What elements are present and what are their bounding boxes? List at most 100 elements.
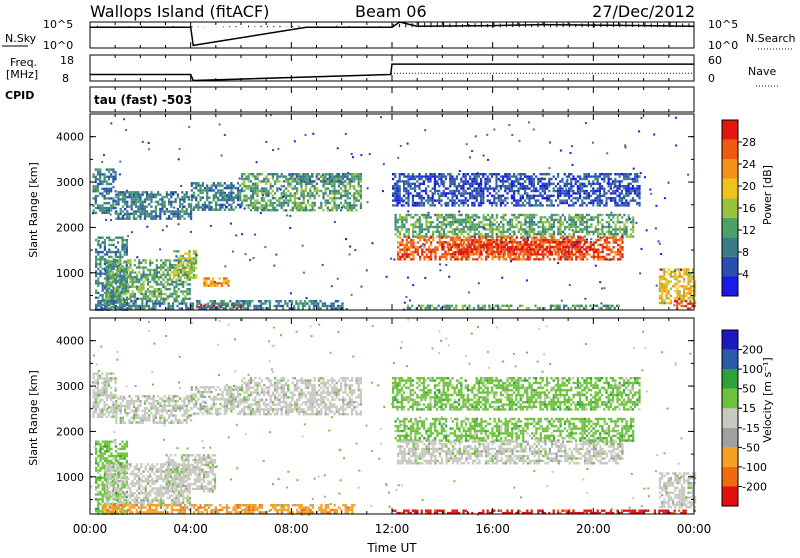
heatmap-cell [173,272,175,274]
heatmap-cell [480,192,482,194]
heatmap-cell [421,195,423,197]
heatmap-cell [325,173,327,175]
heatmap-cell [546,195,548,197]
heatmap-cell [419,239,421,241]
heatmap-cell [330,307,332,309]
heatmap-cell [529,226,531,228]
heatmap-cell [524,251,526,253]
heatmap-cell [187,283,189,285]
heatmap-cell [186,194,188,196]
heatmap-cell [113,251,115,253]
heatmap-cell [238,300,240,302]
heatmap-cell [496,239,498,241]
heatmap-cell [478,241,480,243]
heatmap-cell [126,218,128,220]
heatmap-cell [421,253,423,255]
heatmap-cell [528,204,530,206]
heatmap-cell [155,218,157,220]
heatmap-cell [577,248,579,250]
heatmap-cell [115,190,117,192]
heatmap-cell [529,223,531,225]
heatmap-cell [146,210,148,212]
heatmap-cell [248,175,250,177]
heatmap-cell [137,196,139,198]
heatmap-cell [471,183,473,185]
heatmap-cell [614,173,616,175]
heatmap-cell [487,239,489,241]
heatmap-cell [93,209,95,211]
heatmap-cell [161,206,163,208]
heatmap-cell [492,237,494,239]
heatmap-cell [475,253,477,255]
heatmap-cell [418,197,420,199]
heatmap-cell [182,286,184,288]
heatmap-cell [519,253,521,255]
heatmap-cell [170,196,172,198]
heatmap-cell [99,282,101,284]
heatmap-cell [636,195,638,197]
heatmap-cell [108,207,110,209]
heatmap-cell [503,237,505,239]
heatmap-cell [480,187,482,189]
heatmap-cell [584,228,586,230]
heatmap-cell [149,262,151,264]
heatmap-cell [539,192,541,194]
heatmap-cell [230,209,232,211]
heatmap-cell [531,239,533,241]
heatmap-cell [414,223,416,225]
heatmap-cell [102,297,104,299]
heatmap-cell [278,199,280,201]
heatmap-cell [145,293,147,295]
heatmap-cell [265,207,267,209]
heatmap-cell [104,173,106,175]
heatmap-cell [133,215,135,217]
heatmap-cell [460,178,462,180]
heatmap-cell [164,201,166,203]
heatmap-cell [483,237,485,239]
heatmap-cell [309,204,311,206]
heatmap-cell [436,235,438,237]
heatmap-cell [285,199,287,201]
heatmap-cell [515,253,517,255]
heatmap-cell [189,288,191,290]
heatmap-cell [190,206,192,208]
heatmap-cell [329,197,331,199]
heatmap-cell [632,216,634,218]
heatmap-cell [408,231,410,233]
heatmap-cell [220,305,222,307]
heatmap-cell [178,262,180,264]
heatmap-cell [621,246,623,248]
heatmap-cell [621,228,623,230]
heatmap-cell [423,258,425,260]
heatmap-cell [110,183,112,185]
heatmap-cell [128,305,130,307]
heatmap-cell [117,203,119,205]
heatmap-cell [151,276,153,278]
heatmap-cell [145,295,147,297]
heatmap-cell [160,276,162,278]
heatmap-cell [568,235,570,237]
heatmap-cell [414,187,416,189]
heatmap-cell [451,246,453,248]
heatmap-cell [158,278,160,280]
heatmap-cell [495,251,497,253]
heatmap-cell [209,307,211,309]
heatmap-cell [183,210,185,212]
heatmap-cell [325,178,327,180]
heatmap-cell [233,185,235,187]
heatmap-cell [303,209,305,211]
heatmap-cell [474,228,476,230]
heatmap-cell [170,307,172,309]
heatmap-cell [331,178,333,180]
heatmap-cell [119,251,121,253]
heatmap-cell [459,249,461,251]
heatmap-cell [305,183,307,185]
heatmap-cell [316,187,318,189]
heatmap-cell [173,269,175,271]
heatmap-cell [145,274,147,276]
heatmap-cell [254,187,256,189]
heatmap-cell [308,300,310,302]
heatmap-cell [491,175,493,177]
heatmap-cell [338,178,340,180]
heatmap-cell [333,192,335,194]
